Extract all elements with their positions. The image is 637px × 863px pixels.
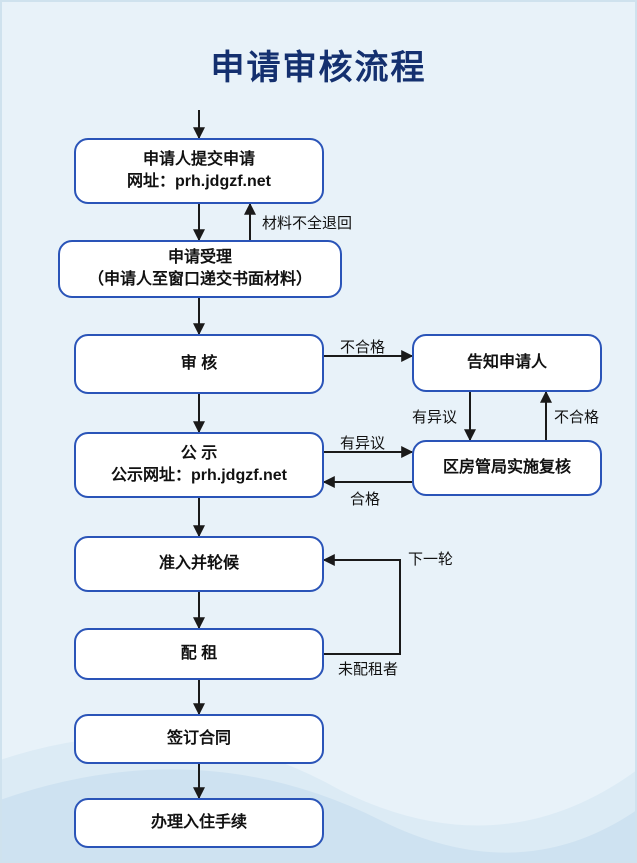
flow-node-n2: 申请受理 （申请人至窗口递交书面材料） xyxy=(58,240,342,298)
flow-node-label: 签订合同 xyxy=(161,728,237,750)
flow-node-label: 准入并轮候 xyxy=(153,553,245,575)
flow-edge-label-e_n10_n9: 不合格 xyxy=(554,406,599,427)
flowchart-stage: 申请审核流程 申请人提交申请 网址：prh.jdgzf.net 申请受理 （申请人… xyxy=(0,0,637,863)
title-text: 申请审核流程 xyxy=(211,49,427,87)
flow-edge-label-e_n9_n10: 有异议 xyxy=(412,406,457,427)
flow-node-label: 申请受理 （申请人至窗口递交书面材料） xyxy=(82,247,318,290)
flow-edge-label-e_n10_n4: 合格 xyxy=(350,488,380,509)
flow-node-label: 告知申请人 xyxy=(461,352,553,374)
flow-node-label: 申请人提交申请 网址：prh.jdgzf.net xyxy=(121,149,277,192)
flow-node-n1: 申请人提交申请 网址：prh.jdgzf.net xyxy=(74,138,324,204)
flow-node-n10: 区房管局实施复核 xyxy=(412,440,602,496)
flow-node-label: 区房管局实施复核 xyxy=(437,457,577,479)
flow-node-label: 审 核 xyxy=(175,353,223,375)
flow-node-n9: 告知申请人 xyxy=(412,334,602,392)
flow-edge-e_n6_n5_loop xyxy=(324,560,400,654)
page-title: 申请审核流程 xyxy=(0,40,637,89)
flow-edge-label-e_n6_loop_label2: 未配租者 xyxy=(338,658,398,679)
flow-node-label: 办理入住手续 xyxy=(145,812,253,834)
flow-node-n3: 审 核 xyxy=(74,334,324,394)
flow-node-n7: 签订合同 xyxy=(74,714,324,764)
flow-edge-label-e_n6_n5_loop: 下一轮 xyxy=(408,548,453,569)
flow-node-label: 公 示 公示网址：prh.jdgzf.net xyxy=(105,443,293,486)
flow-node-label: 配 租 xyxy=(175,643,223,665)
flow-node-n4: 公 示 公示网址：prh.jdgzf.net xyxy=(74,432,324,498)
flow-edge-label-e_n3_n9: 不合格 xyxy=(340,336,385,357)
flow-edge-label-e_n4_n10: 有异议 xyxy=(340,432,385,453)
flow-node-n8: 办理入住手续 xyxy=(74,798,324,848)
flow-node-n6: 配 租 xyxy=(74,628,324,680)
flow-node-n5: 准入并轮候 xyxy=(74,536,324,592)
flow-edge-label-e_n2_n1_return: 材料不全退回 xyxy=(262,212,352,233)
